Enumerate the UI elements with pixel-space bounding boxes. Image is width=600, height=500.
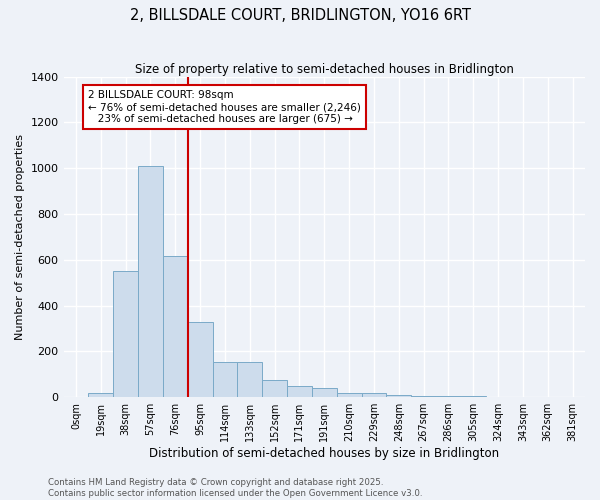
Bar	[312, 388, 337, 397]
Title: Size of property relative to semi-detached houses in Bridlington: Size of property relative to semi-detach…	[135, 62, 514, 76]
Bar	[287, 386, 312, 397]
Text: Contains HM Land Registry data © Crown copyright and database right 2025.
Contai: Contains HM Land Registry data © Crown c…	[48, 478, 422, 498]
Bar	[436, 396, 461, 397]
Bar	[238, 362, 262, 397]
Text: 2 BILLSDALE COURT: 98sqm
← 76% of semi-detached houses are smaller (2,246)
   23: 2 BILLSDALE COURT: 98sqm ← 76% of semi-d…	[88, 90, 361, 124]
Bar	[163, 256, 188, 397]
Bar	[362, 392, 386, 397]
Bar	[113, 272, 138, 397]
X-axis label: Distribution of semi-detached houses by size in Bridlington: Distribution of semi-detached houses by …	[149, 447, 499, 460]
Bar	[212, 362, 238, 397]
Bar	[188, 322, 212, 397]
Bar	[386, 395, 411, 397]
Bar	[262, 380, 287, 397]
Y-axis label: Number of semi-detached properties: Number of semi-detached properties	[15, 134, 25, 340]
Bar	[411, 396, 436, 397]
Bar	[337, 392, 362, 397]
Bar	[88, 392, 113, 397]
Text: 2, BILLSDALE COURT, BRIDLINGTON, YO16 6RT: 2, BILLSDALE COURT, BRIDLINGTON, YO16 6R…	[130, 8, 470, 22]
Bar	[138, 166, 163, 397]
Bar	[461, 396, 485, 397]
